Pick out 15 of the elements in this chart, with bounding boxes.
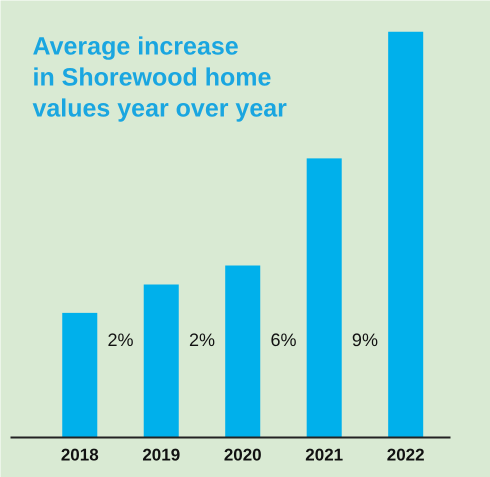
x-tick-label: 2019	[142, 446, 180, 464]
x-tick-label: 2018	[60, 446, 99, 464]
annotation: 2%	[107, 330, 134, 350]
text: Average increase in Shorewood home values year over year	[32, 32, 288, 122]
x-tick-label: 2021	[305, 446, 344, 464]
bar	[144, 284, 179, 438]
annotation: 9%	[352, 330, 378, 350]
x-tick-label: 2022	[386, 446, 425, 464]
annotation: 2%	[188, 330, 215, 350]
bar	[62, 312, 98, 438]
bar	[388, 32, 424, 438]
annotation: 6%	[270, 330, 296, 350]
bar	[225, 265, 260, 438]
bar	[306, 158, 342, 438]
x-tick-label: 2020	[224, 446, 262, 464]
